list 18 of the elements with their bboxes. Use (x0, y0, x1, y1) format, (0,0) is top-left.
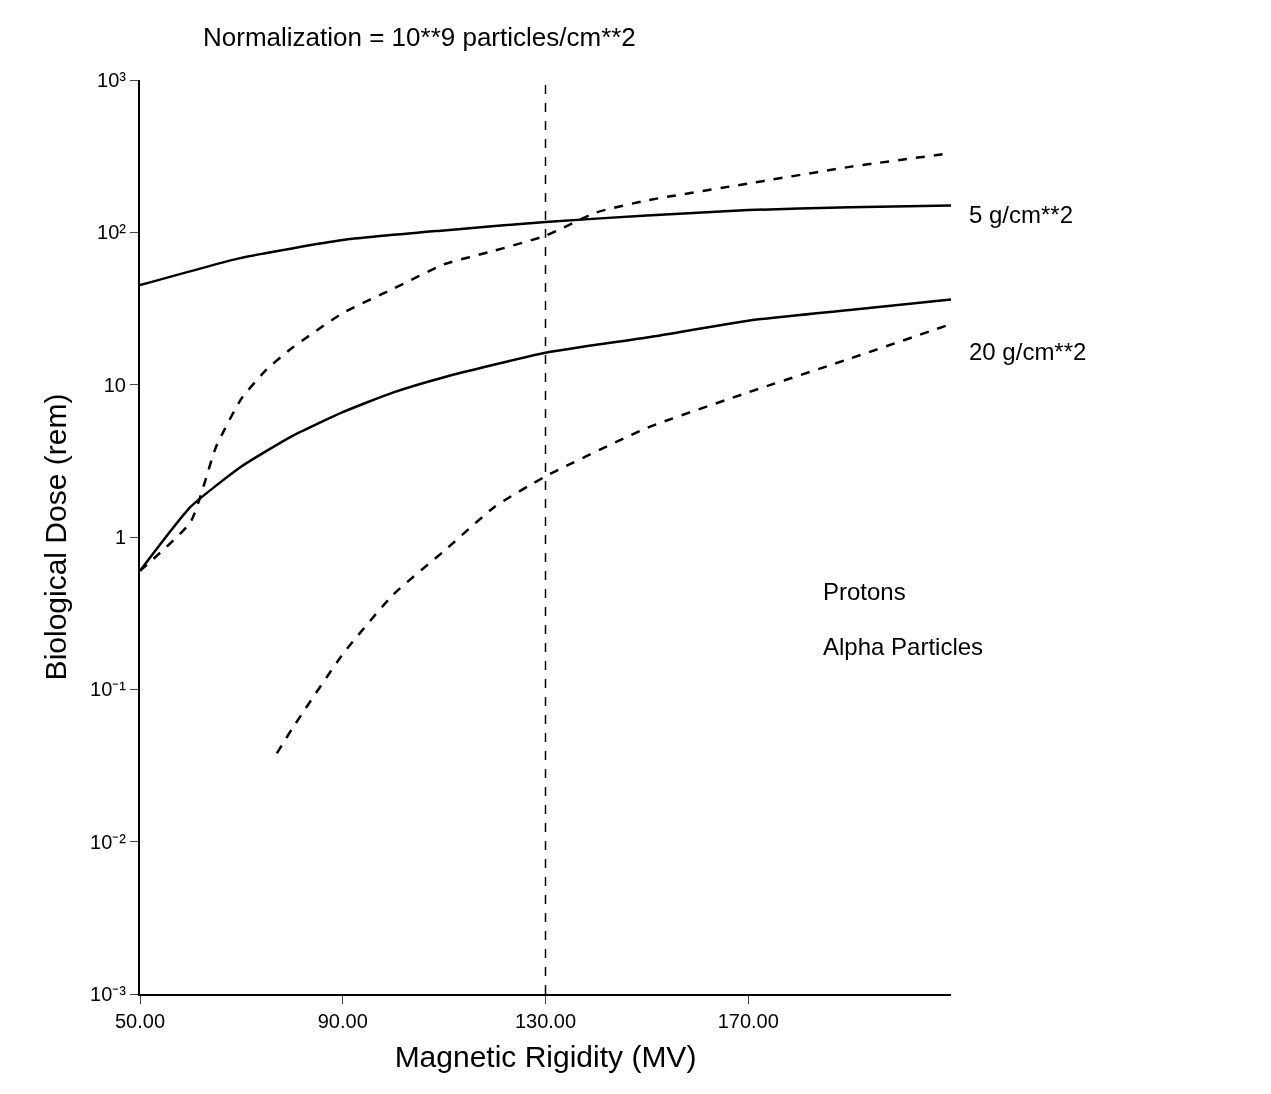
y-tick-label: 10⁻² (90, 830, 127, 853)
x-tick-label: 90.00 (317, 1010, 368, 1032)
text: 5 g/cm**2 (969, 201, 1074, 228)
annotation: Alpha Particles (823, 633, 984, 660)
x-axis-title: Magnetic Rigidity (MV) (394, 1040, 697, 1073)
y-tick-label: 10² (97, 221, 127, 244)
annotation: Protons (823, 578, 906, 605)
y-tick-label: 10³ (97, 69, 127, 91)
y-tick-label: 1 (114, 526, 126, 548)
x-tick-label: 50.00 (114, 1010, 166, 1032)
y-tick-label: 10⁻¹ (90, 678, 127, 701)
y-tick-label: 10⁻³ (90, 983, 127, 1005)
y-axis-title: Biological Dose (rem) (38, 393, 72, 681)
text: 20 g/cm**2 (969, 338, 1087, 365)
x-tick-label: 170.00 (717, 1010, 779, 1032)
chart-title: Normalization = 10**9 particles/cm**2 (203, 21, 636, 52)
x-tick-label: 130.00 (514, 1010, 577, 1032)
y-tick-label: 10 (103, 373, 126, 396)
